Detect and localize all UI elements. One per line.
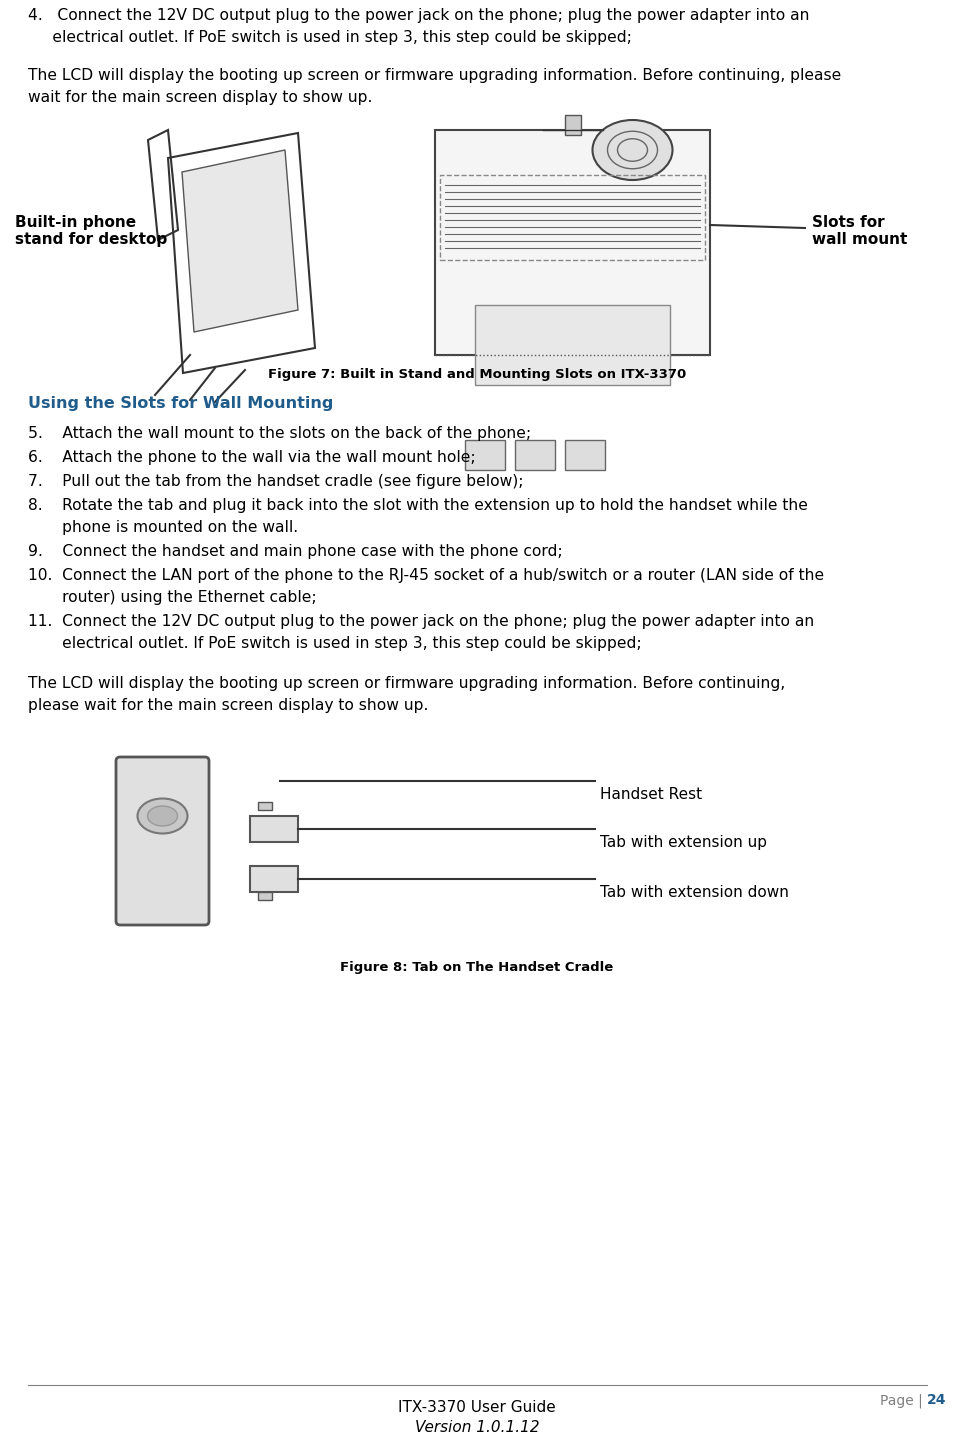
Bar <box>28 112 927 360</box>
Text: Tab with extension up: Tab with extension up <box>600 835 767 850</box>
Text: The LCD will display the booting up screen or firmware upgrading information. Be: The LCD will display the booting up scre… <box>28 676 785 692</box>
Text: wait for the main screen display to show up.: wait for the main screen display to show… <box>28 91 372 105</box>
Bar <box>564 115 581 135</box>
Text: Handset Rest: Handset Rest <box>600 787 702 802</box>
Bar <box>565 440 605 470</box>
Text: please wait for the main screen display to show up.: please wait for the main screen display … <box>28 697 429 713</box>
Text: Using the Slots for Wall Mounting: Using the Slots for Wall Mounting <box>28 395 333 411</box>
Text: 6.    Attach the phone to the wall via the wall mount hole;: 6. Attach the phone to the wall via the … <box>28 450 476 464</box>
Text: 5.    Attach the wall mount to the slots on the back of the phone;: 5. Attach the wall mount to the slots on… <box>28 426 531 441</box>
Text: electrical outlet. If PoE switch is used in step 3, this step could be skipped;: electrical outlet. If PoE switch is used… <box>28 636 642 651</box>
Text: Slots for
wall mount: Slots for wall mount <box>812 216 907 247</box>
Text: The LCD will display the booting up screen or firmware upgrading information. Be: The LCD will display the booting up scre… <box>28 68 841 83</box>
Text: electrical outlet. If PoE switch is used in step 3, this step could be skipped;: electrical outlet. If PoE switch is used… <box>28 30 632 45</box>
Bar <box>250 815 298 843</box>
Text: phone is mounted on the wall.: phone is mounted on the wall. <box>28 521 298 535</box>
Text: 10.  Connect the LAN port of the phone to the RJ-45 socket of a hub/switch or a : 10. Connect the LAN port of the phone to… <box>28 568 824 582</box>
Text: 8.    Rotate the tab and plug it back into the slot with the extension up to hol: 8. Rotate the tab and plug it back into … <box>28 498 808 513</box>
Text: 24: 24 <box>927 1393 946 1406</box>
Ellipse shape <box>592 119 672 180</box>
Bar <box>258 892 272 900</box>
Ellipse shape <box>138 798 187 834</box>
Text: ITX-3370 User Guide: ITX-3370 User Guide <box>398 1401 556 1415</box>
Bar <box>515 440 555 470</box>
Text: 7.    Pull out the tab from the handset cradle (see figure below);: 7. Pull out the tab from the handset cra… <box>28 475 523 489</box>
Text: 9.    Connect the handset and main phone case with the phone cord;: 9. Connect the handset and main phone ca… <box>28 544 562 559</box>
Polygon shape <box>182 150 298 332</box>
Text: 4.   Connect the 12V DC output plug to the power jack on the phone; plug the pow: 4. Connect the 12V DC output plug to the… <box>28 9 810 23</box>
Bar <box>435 129 710 355</box>
Text: Tab with extension down: Tab with extension down <box>600 884 789 900</box>
Text: Figure 8: Tab on The Handset Cradle: Figure 8: Tab on The Handset Cradle <box>340 961 614 974</box>
Text: 11.  Connect the 12V DC output plug to the power jack on the phone; plug the pow: 11. Connect the 12V DC output plug to th… <box>28 614 815 628</box>
Text: router) using the Ethernet cable;: router) using the Ethernet cable; <box>28 590 317 605</box>
Bar <box>475 305 670 385</box>
Text: Version 1.0.1.12: Version 1.0.1.12 <box>414 1419 540 1435</box>
Bar <box>250 866 298 892</box>
Bar <box>258 802 272 810</box>
Text: Page |: Page | <box>880 1393 927 1408</box>
Ellipse shape <box>147 807 178 825</box>
Bar <box>440 175 705 260</box>
Bar <box>465 440 505 470</box>
Bar <box>28 736 927 946</box>
FancyBboxPatch shape <box>116 756 209 925</box>
Text: Built-in phone
stand for desktop: Built-in phone stand for desktop <box>15 216 167 247</box>
Text: Figure 7: Built in Stand and Mounting Slots on ITX-3370: Figure 7: Built in Stand and Mounting Sl… <box>267 368 686 381</box>
